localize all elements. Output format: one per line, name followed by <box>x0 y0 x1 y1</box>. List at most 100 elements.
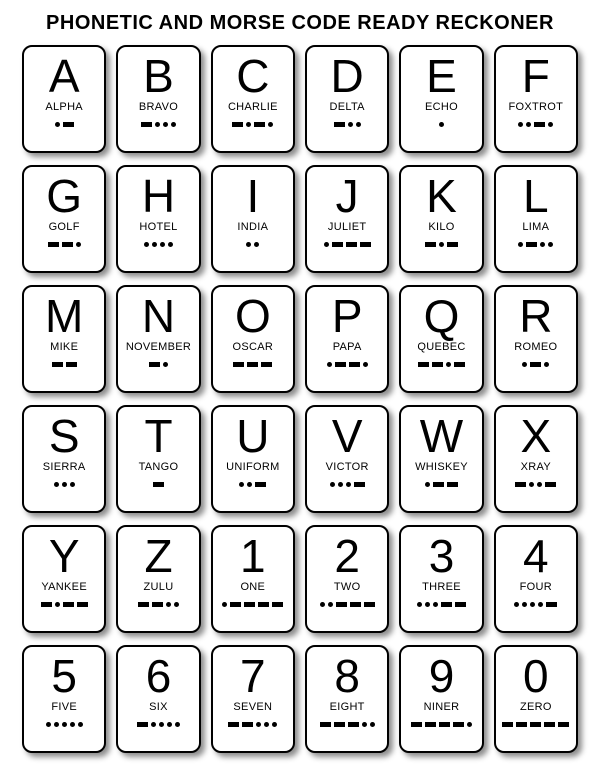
morse-dash <box>433 482 444 487</box>
morse-dash <box>346 242 357 247</box>
morse-dash <box>360 242 371 247</box>
morse-dash <box>332 242 343 247</box>
phonetic-label: QUEBEC <box>417 341 465 353</box>
morse-dot <box>324 242 329 247</box>
morse-dash <box>335 362 346 367</box>
card-character: P <box>332 293 363 339</box>
morse-dot <box>328 602 333 607</box>
morse-dash <box>254 122 265 127</box>
morse-dash <box>149 362 160 367</box>
morse-code <box>149 359 168 369</box>
morse-dot <box>155 122 160 127</box>
morse-code <box>54 479 75 489</box>
morse-dot <box>327 362 332 367</box>
morse-dash <box>453 722 464 727</box>
morse-dot <box>548 122 553 127</box>
morse-dash <box>141 122 152 127</box>
morse-dash <box>502 722 513 727</box>
morse-dash <box>247 362 258 367</box>
reference-card: OOSCAR <box>211 285 295 393</box>
card-character: 9 <box>429 653 455 699</box>
morse-dot <box>272 722 277 727</box>
morse-dot <box>544 362 549 367</box>
morse-code <box>324 239 371 249</box>
card-grid: AALPHABBRAVOCCHARLIEDDELTAEECHOFFOXTROTG… <box>16 45 584 753</box>
morse-dot <box>330 482 335 487</box>
morse-code <box>138 599 179 609</box>
morse-dot <box>425 602 430 607</box>
reference-card: LLIMA <box>494 165 578 273</box>
morse-dash <box>349 362 360 367</box>
morse-code <box>502 719 569 729</box>
card-character: W <box>420 413 463 459</box>
reference-card: VVICTOR <box>305 405 389 513</box>
card-character: 2 <box>334 533 360 579</box>
card-character: G <box>46 173 82 219</box>
reference-card: G GOLF <box>22 165 106 273</box>
morse-code <box>320 719 375 729</box>
morse-dot <box>433 602 438 607</box>
morse-dash <box>272 602 283 607</box>
reference-card: S SIERRA <box>22 405 106 513</box>
phonetic-label: INDIA <box>237 221 268 233</box>
morse-dot <box>163 362 168 367</box>
morse-dot <box>346 482 351 487</box>
reference-card: 7SEVEN <box>211 645 295 753</box>
morse-dash <box>41 602 52 607</box>
morse-dash <box>233 362 244 367</box>
phonetic-label: FIVE <box>51 701 77 713</box>
card-character: Q <box>424 293 460 339</box>
morse-dash <box>63 602 74 607</box>
card-character: S <box>49 413 80 459</box>
morse-dot <box>46 722 51 727</box>
reference-card: 4FOUR <box>494 525 578 633</box>
morse-dash <box>447 482 458 487</box>
morse-dot <box>514 602 519 607</box>
morse-code <box>515 479 556 489</box>
morse-dot <box>540 242 545 247</box>
phonetic-label: XRAY <box>521 461 551 473</box>
morse-dash <box>138 602 149 607</box>
phonetic-label: EIGHT <box>330 701 365 713</box>
phonetic-label: GOLF <box>49 221 80 233</box>
reference-card: MMIKE <box>22 285 106 393</box>
reference-card: PPAPA <box>305 285 389 393</box>
phonetic-label: ALPHA <box>45 101 83 113</box>
card-character: J <box>336 173 359 219</box>
morse-dash <box>336 602 347 607</box>
reference-card: KKILO <box>399 165 483 273</box>
reference-card: ZZULU <box>116 525 200 633</box>
morse-dot <box>174 602 179 607</box>
card-character: F <box>522 53 550 99</box>
morse-dot <box>76 242 81 247</box>
morse-dot <box>522 602 527 607</box>
phonetic-label: TANGO <box>139 461 179 473</box>
morse-dot <box>522 362 527 367</box>
morse-dash <box>558 722 569 727</box>
card-character: 8 <box>334 653 360 699</box>
morse-code <box>55 119 74 129</box>
morse-dash <box>526 242 537 247</box>
card-character: 1 <box>240 533 266 579</box>
phonetic-label: SIERRA <box>43 461 86 473</box>
card-character: A <box>49 53 80 99</box>
morse-dot <box>370 722 375 727</box>
morse-dot <box>439 242 444 247</box>
morse-dash <box>425 722 436 727</box>
morse-dash <box>455 602 466 607</box>
phonetic-label: CHARLIE <box>228 101 278 113</box>
card-character: O <box>235 293 271 339</box>
morse-dot <box>362 722 367 727</box>
morse-code <box>425 239 458 249</box>
reference-card: 5FIVE <box>22 645 106 753</box>
morse-dash <box>48 242 59 247</box>
morse-dot <box>171 122 176 127</box>
morse-dash <box>152 602 163 607</box>
morse-dot <box>151 722 156 727</box>
morse-dash <box>244 602 255 607</box>
card-character: R <box>519 293 552 339</box>
reference-card: Q QUEBEC <box>399 285 483 393</box>
card-character: I <box>246 173 259 219</box>
page-title: PHONETIC AND MORSE CODE READY RECKONER <box>16 12 584 35</box>
morse-dash <box>52 362 63 367</box>
